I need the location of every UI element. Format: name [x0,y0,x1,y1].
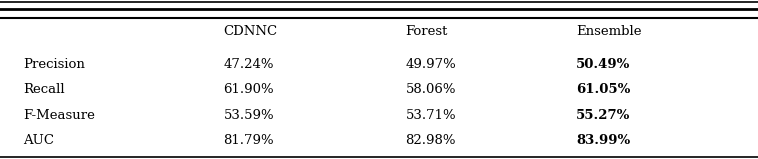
Text: F-Measure: F-Measure [23,109,95,122]
Text: 58.06%: 58.06% [406,83,456,96]
Text: Forest: Forest [406,25,448,38]
Text: 83.99%: 83.99% [576,134,631,147]
Text: Ensemble: Ensemble [576,25,641,38]
Text: 81.79%: 81.79% [224,134,274,147]
Text: Precision: Precision [23,58,85,71]
Text: Recall: Recall [23,83,64,96]
Text: 82.98%: 82.98% [406,134,456,147]
Text: AUC: AUC [23,134,54,147]
Text: 53.71%: 53.71% [406,109,456,122]
Text: 55.27%: 55.27% [576,109,631,122]
Text: 50.49%: 50.49% [576,58,631,71]
Text: 49.97%: 49.97% [406,58,456,71]
Text: 47.24%: 47.24% [224,58,274,71]
Text: 53.59%: 53.59% [224,109,274,122]
Text: 61.90%: 61.90% [224,83,274,96]
Text: 61.05%: 61.05% [576,83,631,96]
Text: CDNNC: CDNNC [224,25,277,38]
